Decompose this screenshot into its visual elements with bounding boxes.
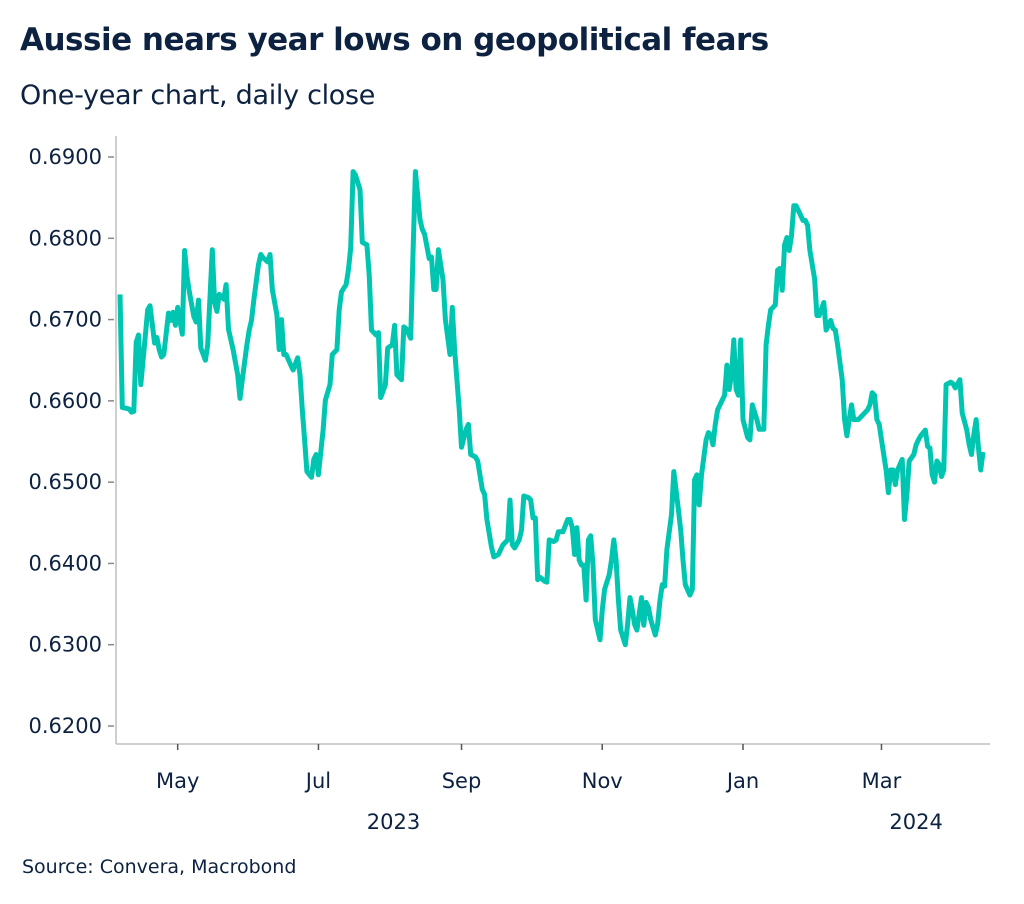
source-note: Source: Convera, Macrobond xyxy=(22,856,297,878)
x-tick-label: Nov xyxy=(582,769,623,793)
axes: 0.6900 0.6800 0.6700 0.6600 0.6500 0.6400 0.63… xyxy=(29,136,990,834)
series-line-audusd xyxy=(117,169,986,648)
x-year-label: 2023 xyxy=(367,810,420,834)
y-tick-label: 0.6400 xyxy=(29,551,102,575)
y-tick-label: 0.6800 xyxy=(29,226,102,250)
x-tick-label: May xyxy=(156,769,199,793)
chart-subtitle: One-year chart, daily close xyxy=(20,80,376,111)
x-tick-label: Jan xyxy=(725,769,759,793)
x-year-label: 2024 xyxy=(889,810,942,834)
chart-title: Aussie nears year lows on geopolitical f… xyxy=(20,22,769,58)
x-tick-label: Sep xyxy=(442,769,482,793)
y-tick-label: 0.6700 xyxy=(29,308,102,332)
y-tick-label: 0.6900 xyxy=(29,145,102,169)
y-tick-label: 0.6500 xyxy=(29,470,102,494)
series-layer xyxy=(117,169,986,648)
y-tick-label: 0.6300 xyxy=(29,633,102,657)
x-tick-label: Jul xyxy=(304,769,331,793)
y-tick-label: 0.6600 xyxy=(29,389,102,413)
x-tick-label: Mar xyxy=(862,769,902,793)
y-tick-label: 0.6200 xyxy=(29,714,102,738)
